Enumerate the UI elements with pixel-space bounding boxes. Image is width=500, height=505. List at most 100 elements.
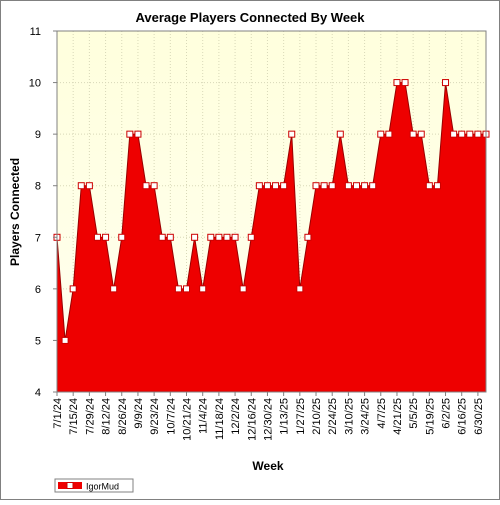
data-point [352,182,360,190]
data-point [320,182,328,190]
data-point [272,182,280,190]
data-point [474,130,482,138]
data-point [263,182,271,190]
data-point [409,130,417,138]
y-tick-label: 5 [35,335,41,347]
x-tick-label: 12/30/24 [262,398,274,441]
data-point [433,182,441,190]
x-tick-label: 4/21/25 [392,398,404,435]
data-point [150,182,158,190]
y-tick-label: 6 [35,284,41,296]
x-tick-label: 7/29/24 [84,398,96,435]
y-tick-label: 9 [35,129,41,141]
data-point [328,182,336,190]
x-tick-label: 10/7/24 [165,398,177,435]
chart-title: Average Players Connected By Week [135,10,365,25]
data-point [174,285,182,293]
series-area [57,82,486,392]
x-tick-label: 6/2/25 [441,398,453,429]
data-point [199,285,207,293]
data-point [280,182,288,190]
data-point [215,233,223,241]
x-tick-label: 5/5/25 [408,398,420,429]
x-tick-label: 7/15/24 [68,398,80,435]
x-tick-label: 10/21/24 [182,398,194,441]
x-tick-label: 2/10/25 [311,398,323,435]
y-tick-label: 8 [35,181,41,193]
data-point [126,130,134,138]
data-point [336,130,344,138]
x-tick-label: 3/24/25 [360,398,372,435]
data-point [69,285,77,293]
x-tick-label: 9/23/24 [149,398,161,435]
legend-label: IgorMud [86,482,119,492]
data-point [93,233,101,241]
data-point [312,182,320,190]
data-point [450,130,458,138]
x-tick-label: 12/16/24 [246,398,258,441]
data-point [191,233,199,241]
data-point [61,336,69,344]
data-point [369,182,377,190]
data-point [158,233,166,241]
data-point [288,130,296,138]
x-tick-label: 5/19/25 [424,398,436,435]
data-point [207,233,215,241]
x-tick-label: 8/26/24 [117,398,129,435]
y-tick-label: 10 [29,78,41,90]
y-axis-label: Players Connected [8,158,22,266]
data-point [385,130,393,138]
x-tick-label: 9/9/24 [133,398,145,429]
data-point [425,182,433,190]
data-point [401,79,409,87]
data-point [458,130,466,138]
legend: IgorMud [54,478,134,493]
data-point [466,130,474,138]
x-tick-label: 4/7/25 [376,398,388,429]
plot-border [56,30,487,393]
data-point [393,79,401,87]
data-point [344,182,352,190]
x-tick-label: 8/12/24 [101,398,113,435]
x-axis-ticks: 7/1/24 7/15/24 7/29/24 8/12/24 8/26/24 9/9/24… [52,392,485,441]
data-point [134,130,142,138]
data-point [255,182,263,190]
data-point [239,285,247,293]
y-axis-ticks: 4 5 6 7 8 9 10 11 [29,26,57,399]
data-point [417,130,425,138]
data-point [102,233,110,241]
data-markers [53,79,490,344]
x-tick-label: 11/18/24 [214,398,226,440]
x-tick-label: 11/4/24 [198,398,210,434]
data-point [85,182,93,190]
y-tick-label: 11 [30,26,41,38]
x-axis-label: Week [252,459,283,473]
y-tick-label: 4 [35,387,41,399]
x-tick-label: 2/24/25 [327,398,339,435]
data-point [110,285,118,293]
data-point [77,182,85,190]
data-point [377,130,385,138]
x-tick-label: 6/30/25 [473,398,485,435]
y-tick-label: 7 [35,232,41,244]
data-point [166,233,174,241]
data-point [223,233,231,241]
x-tick-label: 1/27/25 [295,398,307,435]
x-tick-label: 6/16/25 [457,398,469,435]
data-point [231,233,239,241]
x-tick-label: 1/13/25 [279,398,291,435]
data-point [304,233,312,241]
legend-marker [66,482,74,489]
data-point [118,233,126,241]
data-point [142,182,150,190]
data-point [247,233,255,241]
data-point [442,79,450,87]
x-tick-label: 3/10/25 [343,398,355,435]
data-point [296,285,304,293]
data-point [183,285,191,293]
x-tick-label: 7/1/24 [52,398,64,429]
x-tick-label: 12/2/24 [230,398,242,435]
data-point [361,182,369,190]
